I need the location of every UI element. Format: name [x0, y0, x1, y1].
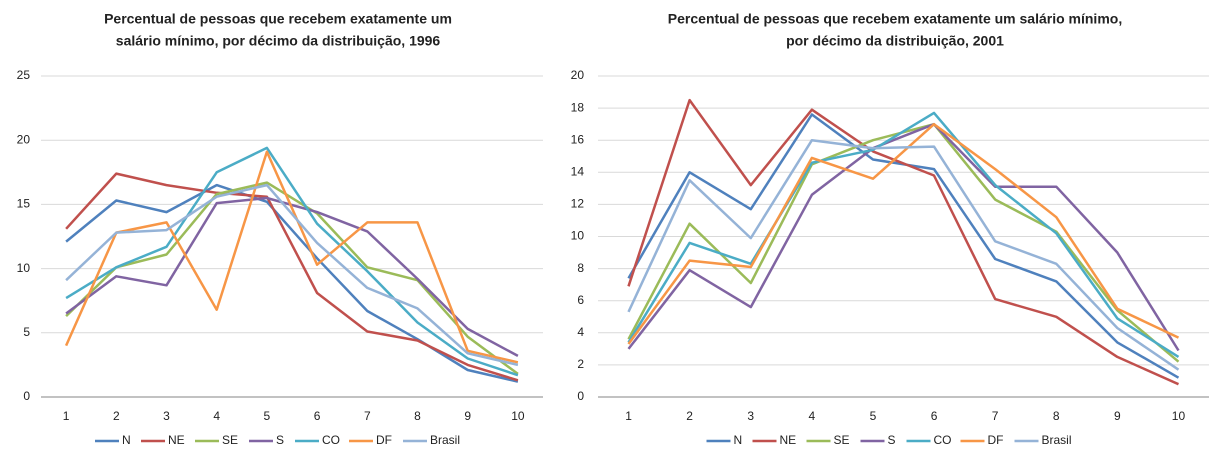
x-tick-label: 3	[747, 409, 754, 423]
chart: Percentual de pessoas que recebem exatam…	[17, 11, 543, 447]
x-tick-label: 2	[113, 409, 120, 423]
x-tick-label: 8	[1053, 409, 1060, 423]
x-tick-label: 6	[931, 409, 938, 423]
x-tick-label: 6	[314, 409, 321, 423]
x-tick-label: 10	[511, 409, 525, 423]
legend-label: CO	[934, 433, 952, 447]
legend-label: S	[276, 433, 284, 447]
legend-label: SE	[222, 433, 238, 447]
series-line	[65, 172, 519, 382]
y-tick-label: 6	[577, 293, 584, 307]
series-line	[65, 196, 519, 358]
legend-label: NE	[168, 433, 185, 447]
chart-title: por décimo da distribuição, 2001	[786, 33, 1004, 49]
y-tick-label: 16	[571, 132, 585, 146]
legend-label: CO	[322, 433, 340, 447]
legend-label: N	[734, 433, 743, 447]
y-tick-label: 15	[17, 197, 31, 211]
legend: N NE SE S CO DF Brasil	[706, 433, 1072, 447]
x-tick-label: 7	[364, 409, 371, 423]
x-tick-label: 9	[464, 409, 471, 423]
x-tick-label: 4	[213, 409, 220, 423]
x-tick-label: 8	[414, 409, 421, 423]
legend-label: Brasil	[1042, 433, 1072, 447]
chart-title: Percentual de pessoas que recebem exatam…	[104, 11, 452, 27]
x-tick-label: 5	[264, 409, 271, 423]
x-tick-label: 4	[809, 409, 816, 423]
x-tick-label: 1	[63, 409, 70, 423]
legend-label: DF	[376, 433, 392, 447]
y-tick-label: 18	[571, 100, 585, 114]
chart-title: Percentual de pessoas que recebem exatam…	[668, 11, 1122, 27]
legend-label: Brasil	[430, 433, 460, 447]
x-tick-label: 2	[686, 409, 693, 423]
y-tick-label: 0	[577, 389, 584, 403]
y-tick-label: 10	[17, 261, 31, 275]
series-line	[65, 183, 519, 383]
y-tick-label: 20	[17, 132, 31, 146]
series-line	[64, 150, 519, 364]
legend-label: SE	[834, 433, 850, 447]
series-line	[627, 98, 1180, 386]
series-line	[627, 138, 1180, 371]
x-tick-label: 5	[870, 409, 877, 423]
series-line	[65, 181, 519, 375]
y-tick-label: 20	[571, 68, 585, 82]
x-tick-label: 10	[1172, 409, 1186, 423]
series-line	[65, 146, 519, 377]
y-tick-label: 14	[571, 164, 585, 178]
x-tick-label: 7	[992, 409, 999, 423]
y-tick-label: 2	[577, 357, 584, 371]
legend-label: NE	[780, 433, 797, 447]
y-tick-label: 5	[23, 325, 30, 339]
series-line	[627, 122, 1180, 345]
series-line	[65, 183, 519, 367]
legend-label: DF	[988, 433, 1004, 447]
chart: Percentual de pessoas que recebem exatam…	[571, 11, 1209, 447]
x-tick-label: 9	[1114, 409, 1121, 423]
y-tick-label: 25	[17, 68, 31, 82]
legend-label: S	[888, 433, 896, 447]
y-tick-label: 8	[577, 261, 584, 275]
y-tick-label: 0	[23, 389, 30, 403]
y-tick-label: 12	[571, 197, 585, 211]
series-line	[627, 122, 1180, 363]
legend: N NE SE S CO DF Brasil	[95, 433, 460, 447]
x-tick-label: 3	[163, 409, 170, 423]
y-tick-label: 4	[577, 325, 584, 339]
y-tick-label: 10	[571, 229, 585, 243]
legend-label: N	[122, 433, 131, 447]
x-tick-label: 1	[625, 409, 632, 423]
series-line	[627, 111, 1180, 358]
chart-title: salário mínimo, por décimo da distribuiç…	[116, 33, 441, 49]
series-line	[627, 122, 1180, 352]
